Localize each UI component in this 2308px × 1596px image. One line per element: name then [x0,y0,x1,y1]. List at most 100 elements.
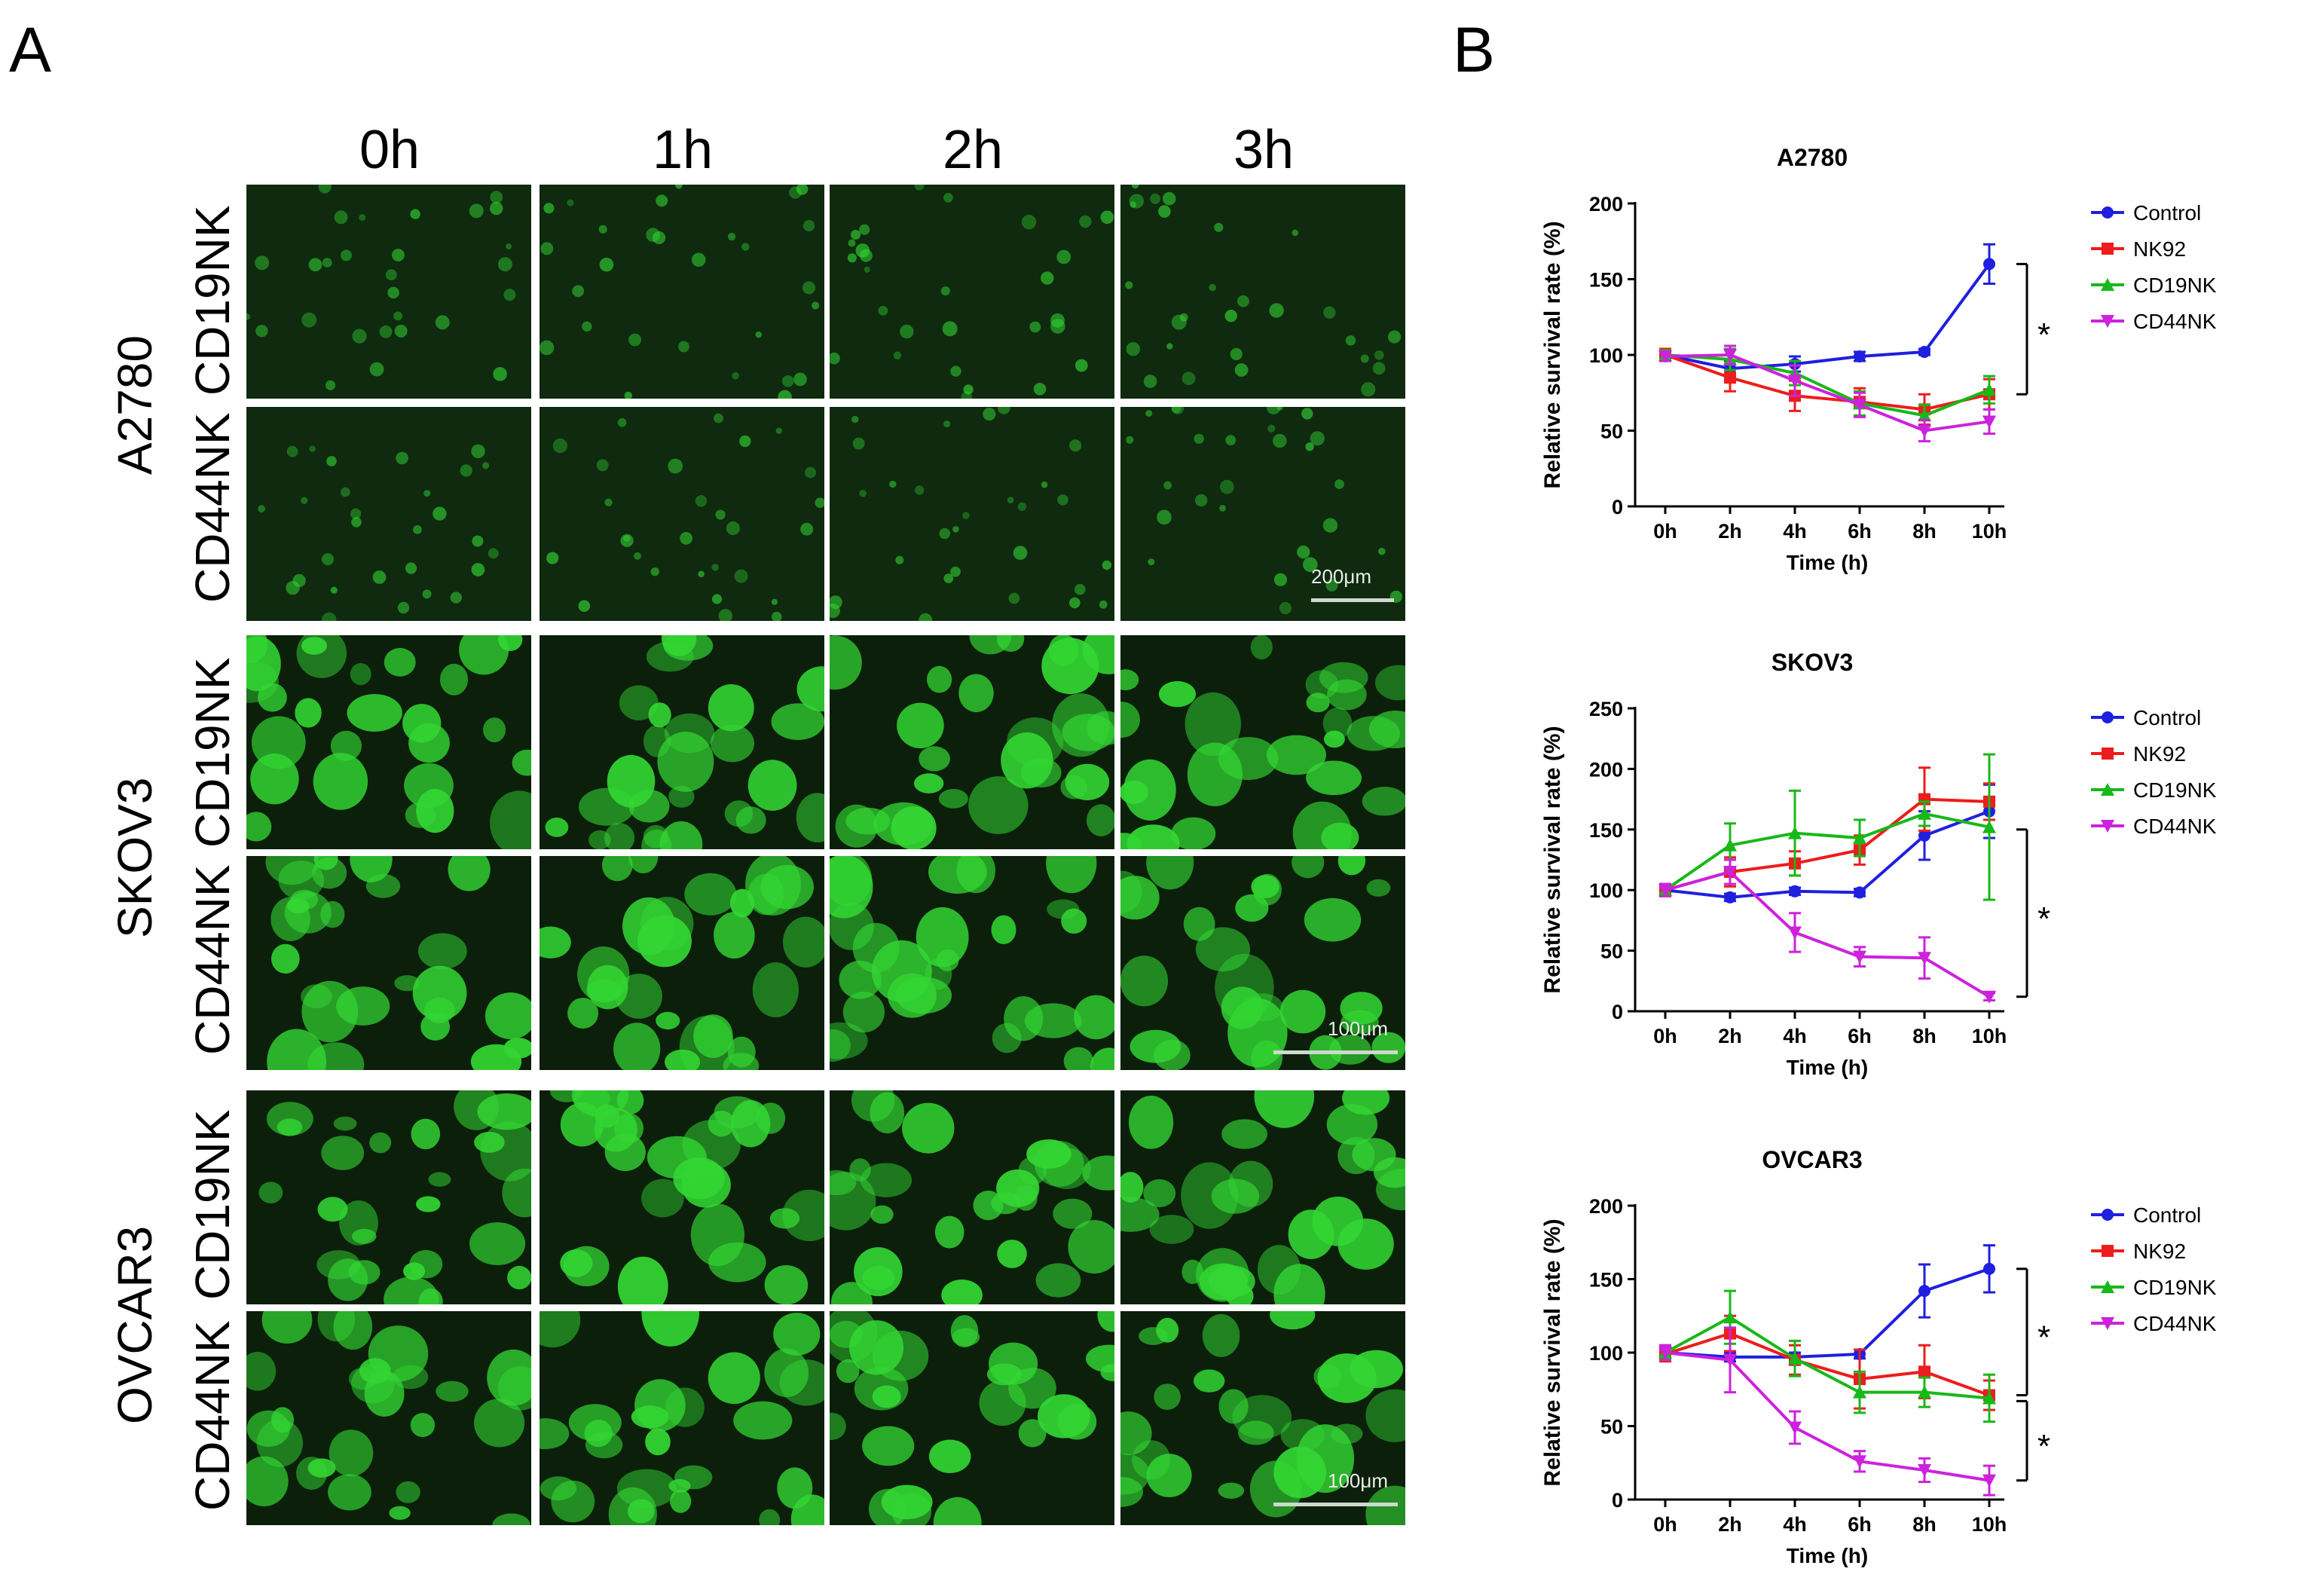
chart-title: A2780 [1777,144,1848,171]
x-tick-label: 8h [1912,1513,1937,1536]
data-point [1918,952,1931,965]
cell-line-label-skov3: SKOV3 [108,777,162,938]
data-point [1658,350,1672,364]
data-point [1853,1455,1866,1469]
legend-item-control: Control [2091,201,2201,225]
significance-star: * [2037,900,2050,937]
data-point [1723,866,1737,879]
time-header-1h: 1h [652,120,714,180]
y-tick-label: 250 [1589,698,1623,720]
data-point [1854,886,1866,899]
data-point [1853,1385,1866,1399]
data-point [2102,206,2114,219]
chart-title: SKOV3 [1772,649,1853,676]
survival-chart-a2780: A2780 0 50 100 150 200 0h 2h 4h 6h 8h 10h Time (h) Re… [1540,144,2217,574]
data-point [1982,1474,1996,1487]
data-point [1723,349,1737,362]
legend-item-cd44nk: CD44NK [2091,1312,2217,1335]
row-label-skov3-cd44nk: CD44NK [185,864,240,1055]
micrograph-image [540,1090,824,1304]
series-line [1665,870,1991,998]
micrograph-image [830,635,1114,849]
x-tick-label: 8h [1912,1025,1937,1047]
micrograph-image [540,856,824,1070]
data-point [2101,1317,2114,1330]
x-tick-label: 0h [1653,520,1677,543]
x-tick-label: 4h [1783,520,1807,543]
legend-item-nk92: NK92 [2091,742,2186,766]
micrograph-image [540,407,824,621]
legend-item-cd19nk: CD19NK [2091,1276,2217,1299]
data-point [1918,424,1931,438]
significance-star: * [2037,1319,2050,1356]
scale-bar-line [1273,1503,1398,1506]
y-tick-label: 50 [1600,1416,1623,1439]
data-point [1853,950,1866,964]
series-line [1665,1267,1990,1359]
time-header-3h: 3h [1233,120,1295,180]
legend-label: CD44NK [2133,1312,2217,1335]
x-tick-label: 2h [1718,1025,1742,1047]
data-point [1918,1365,1930,1378]
data-point [1918,829,1930,842]
time-header-0h: 0h [359,120,420,180]
y-tick-label: 150 [1589,1269,1623,1292]
micrograph-image [540,1311,824,1525]
significance-bracket: * [2016,828,2050,998]
time-header-2h: 2h [942,120,1004,180]
data-point [1918,1464,1931,1477]
data-point [1918,1385,1931,1399]
micrograph-image [1120,1311,1405,1525]
data-point [1982,990,1996,1004]
row-label-ovcar3-cd44nk: CD44NK [185,1320,240,1511]
x-tick-label: 10h [1972,1025,2007,1047]
data-point [1983,1262,1995,1275]
legend-label: CD44NK [2133,815,2217,838]
micrograph-image [246,856,531,1070]
data-point [1788,1421,1802,1435]
legend-label: Control [2133,1203,2201,1227]
legend-item-control: Control [2091,706,2201,729]
series-cd19nk [1658,1289,1996,1423]
data-point [1982,1391,1996,1405]
micrograph-image [1120,856,1405,1070]
series-line [1665,353,1990,433]
data-point [2101,820,2114,833]
cell-line-label-a2780: A2780 [108,335,162,475]
series-line [1665,1315,1990,1400]
row-label-skov3-cd19nk: CD19NK [185,657,240,848]
series-line [1665,353,1990,411]
data-point [1788,826,1802,839]
x-tick-label: 6h [1848,1513,1872,1536]
micrograph-image [246,185,531,399]
x-tick-label: 4h [1783,1513,1807,1536]
significance-star: * [2037,316,2050,353]
data-point [2101,783,2114,796]
legend-item-control: Control [2091,1203,2201,1227]
data-point [1982,415,1996,429]
legend-item-nk92: NK92 [2091,237,2186,261]
survival-chart-skov3: SKOV3 0 50 100 150 200 250 0h 2h 4h 6h 8h 10h Time (h… [1540,649,2217,1079]
data-point [2102,711,2114,723]
scale-bar-label: 100μm [1328,1469,1389,1492]
series-cd44nk [1658,344,1996,443]
data-point [1789,885,1801,897]
micrograph-image [540,185,824,399]
y-tick-label: 0 [1612,1001,1623,1023]
x-tick-label: 10h [1972,1513,2007,1536]
legend-item-cd44nk: CD44NK [2091,310,2217,333]
y-tick-label: 100 [1589,879,1623,902]
legend-label: NK92 [2133,1240,2186,1263]
data-point [1853,399,1866,412]
data-point [1723,1353,1737,1367]
data-point [1983,258,1995,271]
legend-item-cd19nk: CD19NK [2091,274,2217,297]
micrograph-image [1120,1090,1405,1304]
scale-bar-line [1311,598,1394,602]
data-point [2102,1209,2114,1221]
scale-bar-line [1273,1050,1398,1054]
x-tick-label: 0h [1653,1025,1677,1047]
x-tick-label: 6h [1848,520,1872,543]
data-point [2101,315,2114,328]
series-line [1665,263,1991,371]
